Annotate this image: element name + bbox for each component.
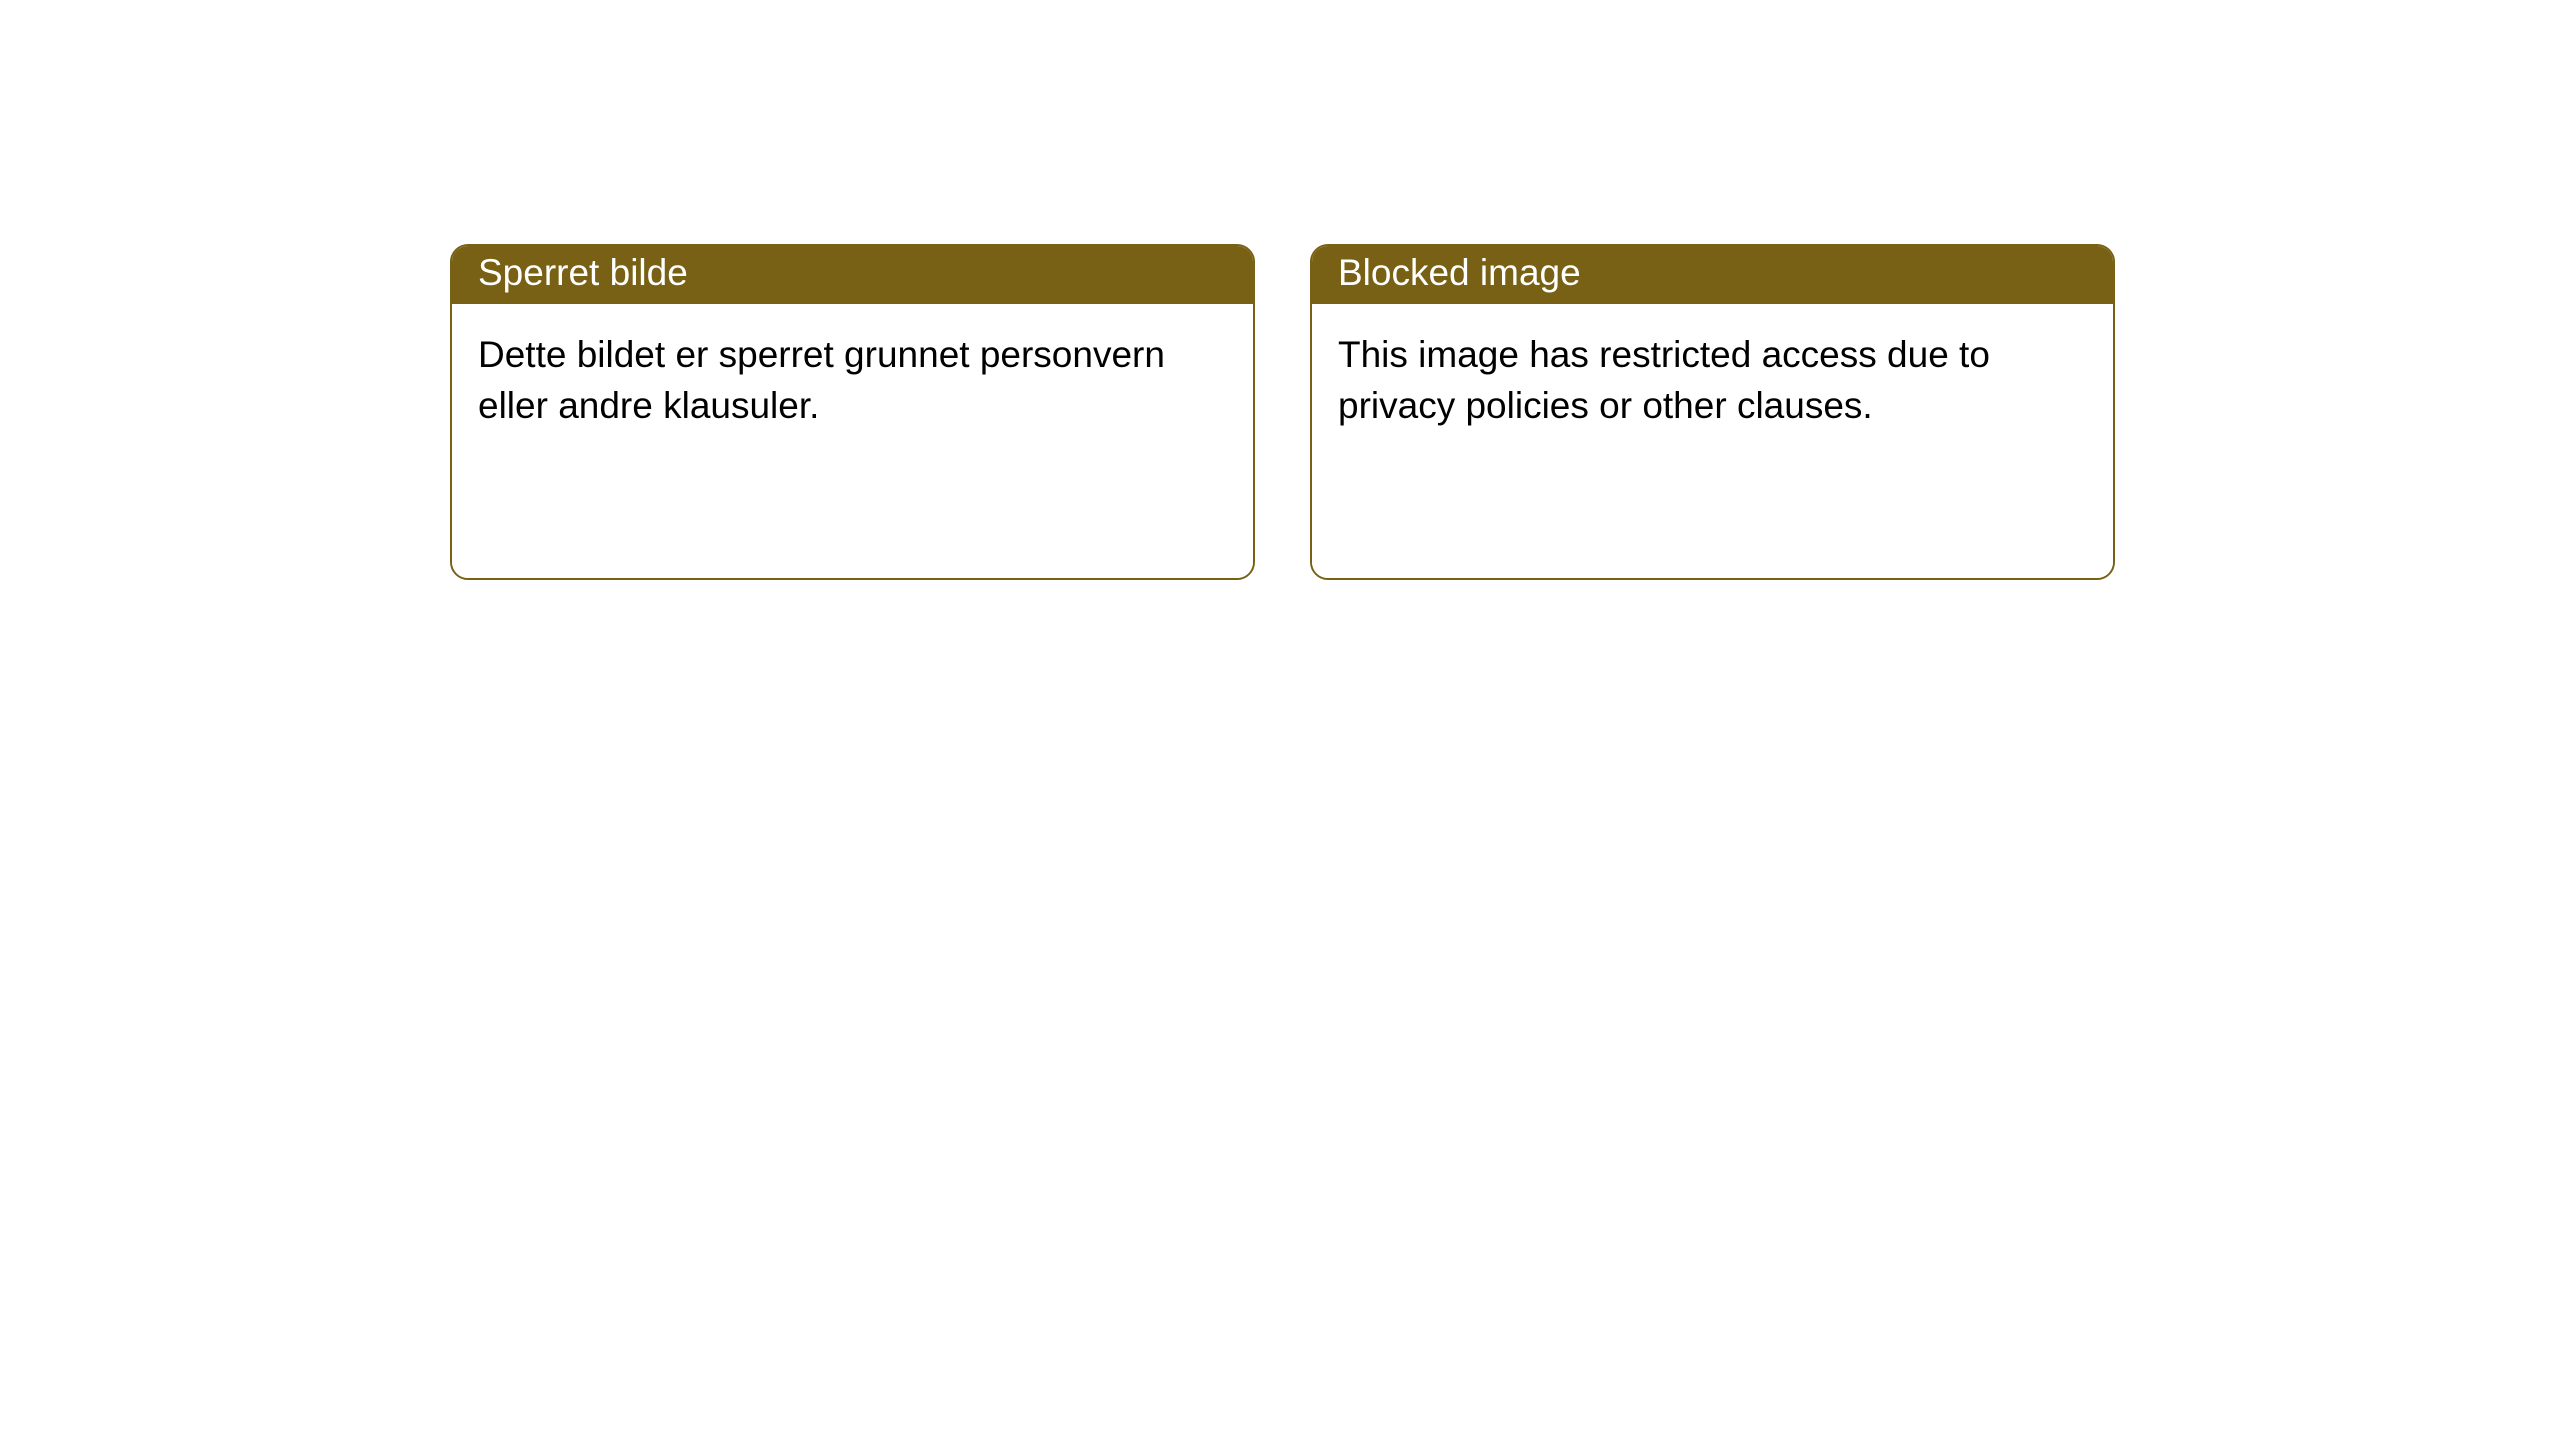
- notice-card-norwegian: Sperret bilde Dette bildet er sperret gr…: [450, 244, 1255, 580]
- notice-card-english: Blocked image This image has restricted …: [1310, 244, 2115, 580]
- card-title: Blocked image: [1338, 252, 1581, 293]
- card-body-text: This image has restricted access due to …: [1338, 334, 1990, 426]
- card-header: Sperret bilde: [452, 246, 1253, 304]
- card-body: Dette bildet er sperret grunnet personve…: [452, 304, 1253, 578]
- card-body-text: Dette bildet er sperret grunnet personve…: [478, 334, 1165, 426]
- card-header: Blocked image: [1312, 246, 2113, 304]
- card-title: Sperret bilde: [478, 252, 688, 293]
- card-body: This image has restricted access due to …: [1312, 304, 2113, 578]
- notice-cards-container: Sperret bilde Dette bildet er sperret gr…: [0, 0, 2560, 580]
